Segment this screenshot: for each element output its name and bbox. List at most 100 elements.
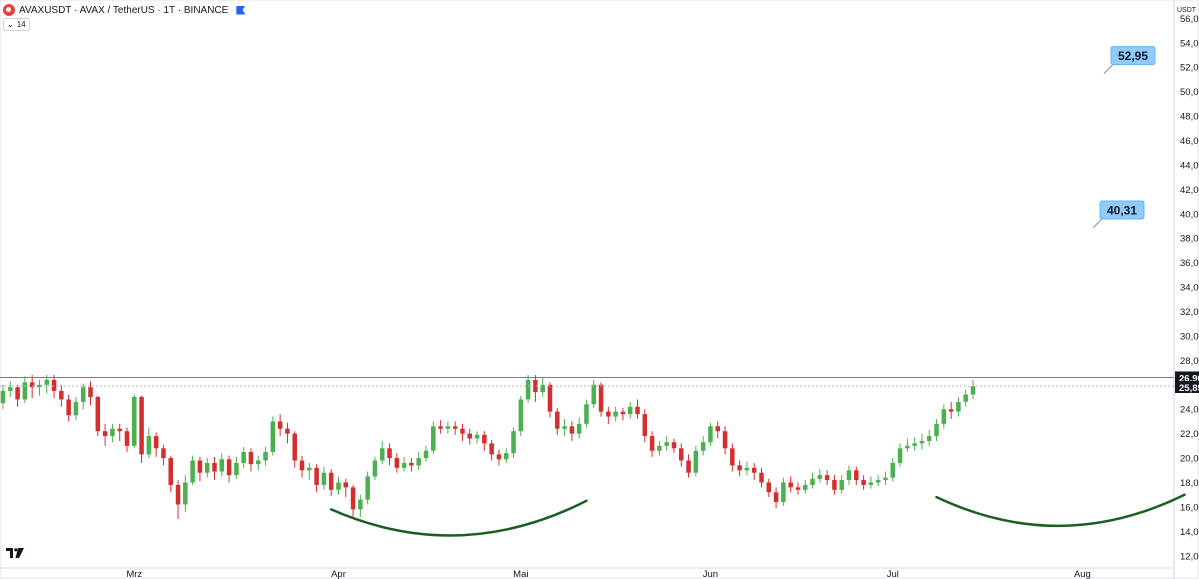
candle[interactable] <box>970 385 976 395</box>
candle[interactable] <box>234 462 239 476</box>
candle[interactable] <box>708 426 713 443</box>
candle[interactable] <box>671 442 677 449</box>
candle[interactable] <box>482 434 487 444</box>
candle[interactable] <box>183 482 188 505</box>
candle[interactable] <box>591 384 597 405</box>
candle[interactable] <box>489 443 494 455</box>
candle[interactable] <box>503 453 509 460</box>
candle[interactable] <box>263 451 268 461</box>
candle[interactable] <box>226 459 232 476</box>
candle[interactable] <box>781 482 786 503</box>
candle[interactable] <box>248 451 254 465</box>
indicator-toggle[interactable]: ⌄ 14 <box>3 18 30 31</box>
candle[interactable] <box>613 411 618 417</box>
candle[interactable] <box>197 460 203 473</box>
candle[interactable] <box>161 448 166 459</box>
candle[interactable] <box>839 480 844 490</box>
candle[interactable] <box>854 470 859 481</box>
candle[interactable] <box>926 436 932 441</box>
candle[interactable] <box>387 448 392 459</box>
candle[interactable] <box>102 431 108 437</box>
candle[interactable] <box>445 426 451 429</box>
candle[interactable] <box>328 472 334 490</box>
candle[interactable] <box>59 390 64 400</box>
candle[interactable] <box>88 387 93 397</box>
candle[interactable] <box>664 442 669 446</box>
candle[interactable] <box>715 426 720 432</box>
candle[interactable] <box>773 492 779 503</box>
candle[interactable] <box>409 462 414 466</box>
candle[interactable] <box>649 436 655 451</box>
candle[interactable] <box>868 482 874 485</box>
candle[interactable] <box>861 480 866 485</box>
candle[interactable] <box>44 379 50 385</box>
candle[interactable] <box>416 458 421 466</box>
candle[interactable] <box>452 426 458 429</box>
candle[interactable] <box>299 460 305 471</box>
candle[interactable] <box>744 467 750 471</box>
candle[interactable] <box>759 472 764 483</box>
candle[interactable] <box>95 396 101 432</box>
candle[interactable] <box>51 379 57 391</box>
candle[interactable] <box>525 379 531 400</box>
candle[interactable] <box>657 445 662 451</box>
candle[interactable] <box>358 499 363 510</box>
candle[interactable] <box>824 475 830 481</box>
candle[interactable] <box>175 484 181 505</box>
candle[interactable] <box>547 384 553 412</box>
candle[interactable] <box>467 433 473 439</box>
candle[interactable] <box>540 384 545 393</box>
candle[interactable] <box>562 426 567 429</box>
candle[interactable] <box>751 467 757 473</box>
candle[interactable] <box>22 382 28 400</box>
candle[interactable] <box>190 460 195 483</box>
candle[interactable] <box>569 426 575 434</box>
candle[interactable] <box>810 478 815 485</box>
candle[interactable] <box>401 462 407 468</box>
candle[interactable] <box>533 379 538 393</box>
candle[interactable] <box>394 458 400 468</box>
candle[interactable] <box>766 482 772 493</box>
candle[interactable] <box>423 450 429 459</box>
candle[interactable] <box>700 442 706 451</box>
candle[interactable] <box>722 431 728 449</box>
candle[interactable] <box>890 462 896 478</box>
candle[interactable] <box>635 406 640 415</box>
candle[interactable] <box>350 487 356 510</box>
candle[interactable] <box>679 448 684 461</box>
candle[interactable] <box>788 482 793 488</box>
tradingview-logo-icon[interactable] <box>6 548 24 558</box>
target-label-box[interactable] <box>1099 200 1145 220</box>
candle[interactable] <box>511 431 516 454</box>
candle[interactable] <box>438 426 443 429</box>
candle[interactable] <box>584 404 589 424</box>
candle[interactable] <box>277 421 283 429</box>
cup-arc-left[interactable] <box>329 499 588 537</box>
candle[interactable] <box>875 480 881 483</box>
candle[interactable] <box>627 406 633 415</box>
candle[interactable] <box>795 487 801 490</box>
candle[interactable] <box>80 387 86 402</box>
candle[interactable] <box>124 431 130 446</box>
candle[interactable] <box>912 443 917 446</box>
candle[interactable] <box>336 482 341 490</box>
candle[interactable] <box>139 396 144 455</box>
candle[interactable] <box>256 460 261 465</box>
cup-arc-right[interactable] <box>935 493 1186 528</box>
candle[interactable] <box>117 428 122 432</box>
candle[interactable] <box>883 477 888 481</box>
candle[interactable] <box>730 448 735 466</box>
candle[interactable] <box>379 448 385 461</box>
candle[interactable] <box>212 462 217 472</box>
candle[interactable] <box>737 465 742 471</box>
candle[interactable] <box>686 460 691 473</box>
candle[interactable] <box>66 399 71 416</box>
candle[interactable] <box>15 387 20 400</box>
flag-icon[interactable] <box>236 5 246 15</box>
candle[interactable] <box>474 434 480 439</box>
candle[interactable] <box>817 475 823 479</box>
candle[interactable] <box>8 387 13 391</box>
candle[interactable] <box>919 440 925 444</box>
candle[interactable] <box>693 450 699 473</box>
candle[interactable] <box>132 396 137 446</box>
